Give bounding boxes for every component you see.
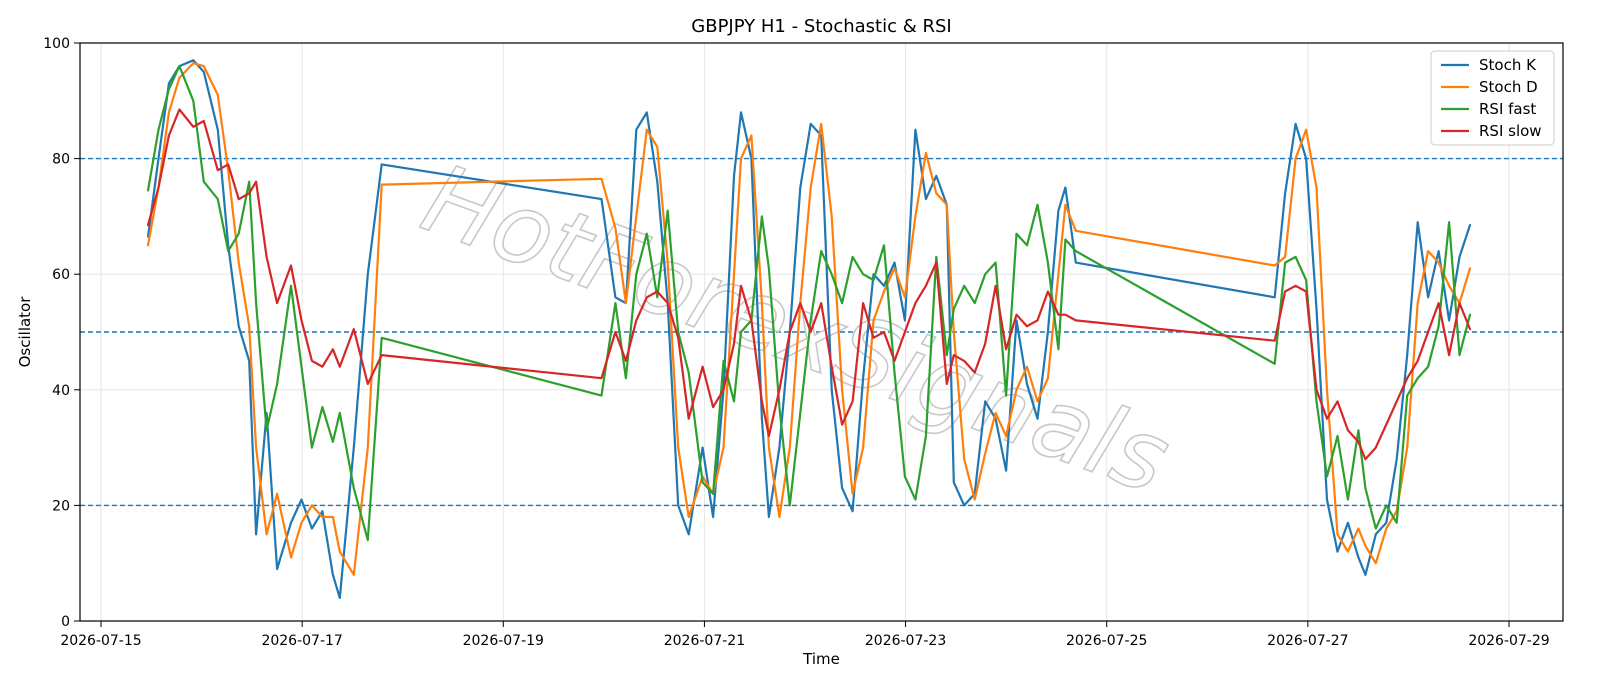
x-tick-label: 2026-07-23 — [865, 633, 946, 649]
x-tick-label: 2026-07-29 — [1468, 633, 1549, 649]
legend-label: Stoch D — [1479, 78, 1538, 96]
series-lines — [146, 59, 1472, 599]
x-tick-label: 2026-07-17 — [261, 633, 342, 649]
y-tick-label: 80 — [52, 152, 70, 168]
x-tick-label: 2026-07-27 — [1267, 633, 1348, 649]
x-tick-label: 2026-07-21 — [664, 633, 745, 649]
y-tick-label: 60 — [52, 267, 70, 283]
legend-label: RSI slow — [1479, 122, 1542, 140]
chart-title: GBPJPY H1 - Stochastic & RSI — [691, 16, 951, 37]
y-axis-label: Oscillator — [16, 296, 34, 368]
x-tick-label: 2026-07-15 — [60, 633, 141, 649]
x-tick-label: 2026-07-25 — [1066, 633, 1147, 649]
y-tick-label: 40 — [52, 383, 70, 399]
series-line-rsi-fast — [146, 65, 1472, 542]
series-line-stoch-k — [146, 59, 1472, 599]
series-line-rsi-slow — [146, 108, 1472, 461]
y-tick-label: 0 — [61, 614, 70, 630]
x-axis-label: Time — [802, 650, 840, 668]
legend-label: RSI fast — [1479, 100, 1536, 118]
x-tick-label: 2026-07-19 — [463, 633, 544, 649]
series-line-stoch-d — [146, 62, 1472, 576]
y-tick-label: 20 — [52, 498, 70, 514]
legend-box — [1430, 50, 1555, 146]
legend-label: Stoch K — [1479, 56, 1537, 74]
legend: Stoch K Stoch D RSI fast RSI slow — [1430, 50, 1555, 146]
plot-frame — [79, 42, 1564, 622]
y-tick-label: 100 — [43, 36, 70, 52]
